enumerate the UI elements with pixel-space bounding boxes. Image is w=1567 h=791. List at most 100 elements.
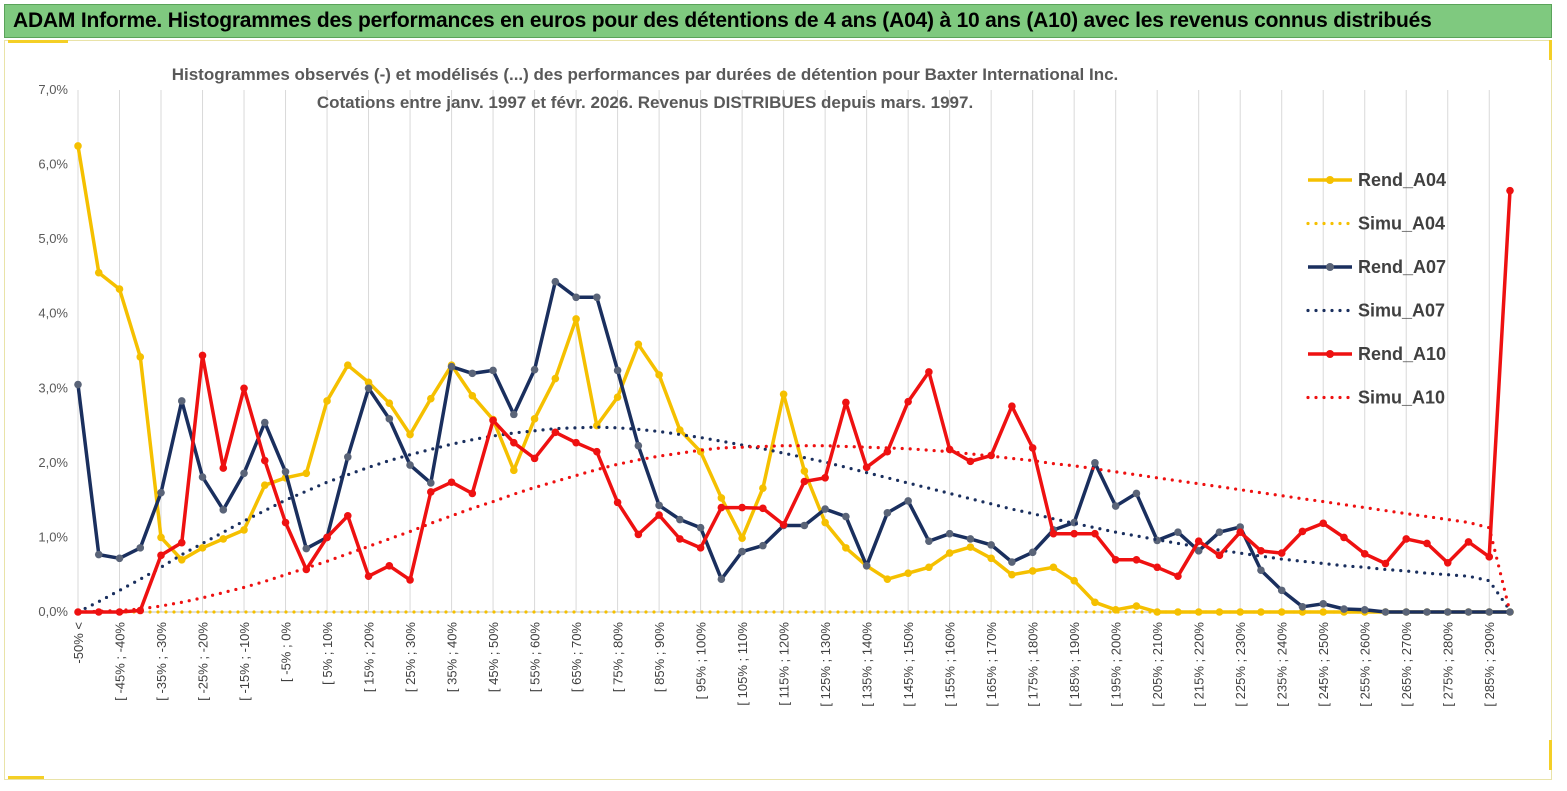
series-rend-a10-point: [696, 544, 705, 552]
series-rend-a04-point: [302, 469, 311, 478]
series-rend-a10-point: [364, 572, 373, 581]
series-rend-a07-point: [1236, 523, 1245, 531]
series-rend-a07-point: [343, 453, 352, 461]
series-rend-a04-point: [385, 399, 394, 408]
series-rend-a07-point: [427, 479, 435, 487]
series-rend-a04-point: [759, 484, 767, 493]
report-banner: ADAM Informe. Histogrammes des performan…: [4, 4, 1552, 38]
legend-rend-a10-label: Rend_A10: [1358, 344, 1446, 364]
series-rend-a10-point: [177, 538, 186, 547]
series-rend-a07-point: [74, 380, 82, 389]
banner-title: ADAM Informe. Histogrammes des performan…: [13, 9, 1432, 32]
x-tick-label: [ 75% ; 80%: [611, 622, 626, 693]
series-rend-a10-point: [1381, 559, 1390, 568]
series-rend-a07-point: [842, 512, 850, 521]
series-rend-a07-point: [240, 469, 248, 478]
x-tick-label: [ 15% ; 20%: [362, 622, 377, 693]
chart-frame: [4, 40, 1552, 780]
x-axis: -50% < [ -45% ; -40% [ -35% ; -30% [ -25% ;…: [71, 622, 1497, 707]
series-rend-a10-point: [427, 488, 435, 496]
series-rend-a04-point: [821, 518, 829, 527]
series-rend-a10-point: [489, 416, 497, 425]
series-rend-a10-point: [1194, 537, 1203, 545]
series-rend-a07-point: [468, 369, 477, 378]
series-rend-a04-point: [177, 556, 186, 564]
series-rend-a10-point: [198, 351, 207, 360]
series-rend-a10-point: [593, 447, 601, 456]
series-rend-a04-point: [842, 544, 850, 552]
series-rend-a07-point: [1111, 502, 1120, 510]
series-rend-a07-point: [800, 521, 809, 530]
series-rend-a10-point: [1298, 527, 1307, 536]
y-tick-label: 3,0%: [38, 380, 68, 395]
frame-corner-mark: [1549, 40, 1552, 60]
series-rend-a07-point: [1319, 599, 1328, 608]
x-tick-label: [ 205% ; 210%: [1150, 622, 1165, 707]
series-rend-a10-point: [717, 503, 726, 512]
series-rend-a07-point: [945, 529, 954, 538]
series-rend-a10-point: [1111, 556, 1120, 564]
series-rend-a10-point: [1028, 444, 1037, 452]
x-tick-label: [ 235% ; 240%: [1275, 622, 1290, 707]
series-rend-a04-point: [676, 426, 684, 434]
series-rend-a07-point: [925, 537, 933, 545]
series-rend-a04-point: [1215, 608, 1224, 616]
series-rend-a10-point: [1132, 556, 1141, 564]
series-rend-a04-point: [530, 415, 539, 423]
series-rend-a07-point: [676, 515, 684, 524]
x-tick-label: [ 95% ; 100%: [694, 622, 709, 700]
series-rend-a04-point: [966, 543, 975, 551]
series-rend-a10-point: [447, 478, 456, 487]
series-rend-a07-point: [1298, 602, 1307, 611]
x-tick-label: [ 125% ; 130%: [818, 622, 833, 707]
series-layer: [74, 142, 1514, 616]
series-rend-a10-point: [1236, 528, 1245, 537]
series-rend-a10-point: [1008, 402, 1016, 410]
series-rend-a04-point: [883, 575, 892, 583]
series-rend-a07-point: [406, 461, 414, 469]
series-rend-a10-point: [1464, 538, 1473, 546]
x-tick-label: [ 265% ; 270%: [1399, 622, 1414, 707]
series-rend-a10-point: [385, 561, 394, 570]
series-rend-a07-point: [510, 410, 518, 419]
series-rend-a04-point: [738, 534, 746, 542]
grid: [77, 90, 1510, 613]
series-rend-a07-point: [572, 293, 580, 302]
series-rend-a04-point: [1070, 576, 1078, 585]
legend-rend-a10-marker: [1326, 350, 1334, 358]
chart-title-line1: Histogrammes observés (-) et modélisés (…: [172, 65, 1119, 84]
x-tick-label: [ 45% ; 50%: [486, 622, 501, 693]
series-rend-a07-point: [862, 561, 871, 570]
series-rend-a10-point: [842, 398, 850, 407]
x-tick-label: [ 25% ; 30%: [403, 622, 418, 693]
x-tick-label: [ 85% ; 90%: [652, 622, 667, 693]
legend: Rend_A04 Simu_A04 Rend_A07 Simu_A07 Rend_A10…: [1306, 170, 1446, 408]
series-rend-a07-point: [94, 550, 103, 559]
series-rend-a10-point: [1277, 549, 1286, 557]
x-tick-label: [ 225% ; 230%: [1233, 622, 1248, 707]
series-rend-a04-point: [1319, 608, 1328, 616]
x-tick-label: [ 215% ; 220%: [1192, 622, 1207, 707]
series-rend-a07-point: [157, 488, 165, 497]
series-rend-a07-point: [883, 509, 892, 517]
series-rend-a04-point: [406, 430, 414, 439]
series-rend-a10-point: [1049, 529, 1058, 538]
series-rend-a10-point: [1091, 529, 1099, 538]
series-rend-a07-point: [1485, 608, 1494, 616]
series-rend-a07-point: [198, 473, 207, 481]
series-rend-a04-point: [1236, 608, 1245, 616]
series-rend-a10-point: [1423, 539, 1431, 548]
series-rend-a07-point: [821, 505, 829, 513]
series-rend-a04-point: [115, 285, 124, 293]
series-simu-a07-line: [76, 425, 1512, 614]
series-rend-a10-point: [862, 463, 871, 472]
series-rend-a10-point: [1153, 563, 1161, 572]
series-rend-a07-point: [613, 366, 622, 375]
series-rend-a10-point: [1257, 547, 1265, 555]
series-rend-a10-point: [1319, 519, 1328, 528]
series-rend-a07-point: [136, 544, 145, 552]
series-rend-a07-point: [385, 415, 394, 423]
series-rend-a10-point: [260, 456, 269, 465]
series-rend-a04-point: [904, 569, 912, 578]
series-rend-a10-point: [1402, 535, 1411, 543]
